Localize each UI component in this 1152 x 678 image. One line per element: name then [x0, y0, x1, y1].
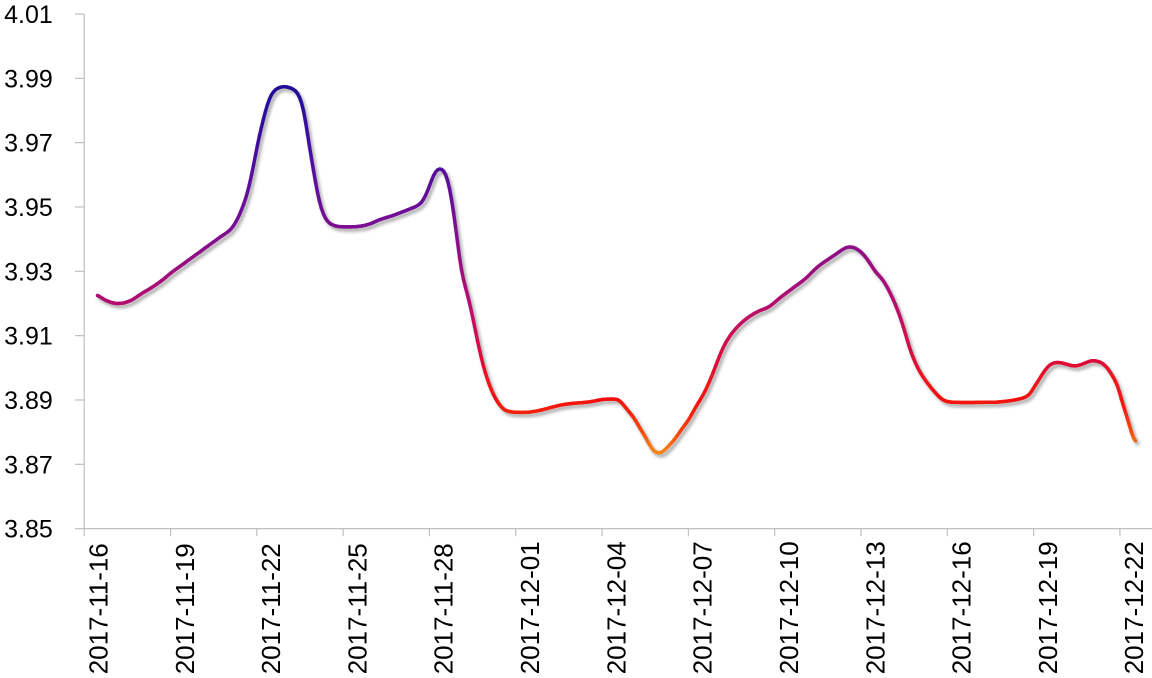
- svg-text:3.91: 3.91: [4, 323, 53, 351]
- svg-text:3.99: 3.99: [4, 65, 53, 93]
- svg-text:2017-12-13: 2017-12-13: [860, 541, 890, 674]
- svg-text:2017-11-16: 2017-11-16: [84, 543, 114, 674]
- svg-text:3.93: 3.93: [4, 258, 53, 286]
- svg-text:3.85: 3.85: [4, 516, 53, 544]
- svg-text:2017-11-22: 2017-11-22: [256, 543, 286, 674]
- svg-text:2017-12-10: 2017-12-10: [774, 541, 804, 674]
- svg-text:3.89: 3.89: [4, 387, 53, 415]
- svg-text:2017-11-19: 2017-11-19: [170, 543, 200, 674]
- svg-text:2017-11-28: 2017-11-28: [429, 543, 459, 674]
- svg-text:2017-12-07: 2017-12-07: [688, 541, 718, 674]
- svg-text:2017-12-16: 2017-12-16: [947, 541, 977, 674]
- svg-text:3.95: 3.95: [4, 194, 53, 222]
- svg-text:3.97: 3.97: [4, 130, 53, 158]
- svg-text:4.01: 4.01: [4, 1, 53, 29]
- svg-text:2017-11-25: 2017-11-25: [342, 543, 372, 674]
- svg-text:2017-12-22: 2017-12-22: [1119, 541, 1149, 674]
- svg-text:2017-12-19: 2017-12-19: [1033, 541, 1063, 674]
- svg-text:2017-12-04: 2017-12-04: [601, 541, 631, 674]
- svg-text:3.87: 3.87: [4, 451, 53, 479]
- svg-text:2017-12-01: 2017-12-01: [515, 541, 545, 674]
